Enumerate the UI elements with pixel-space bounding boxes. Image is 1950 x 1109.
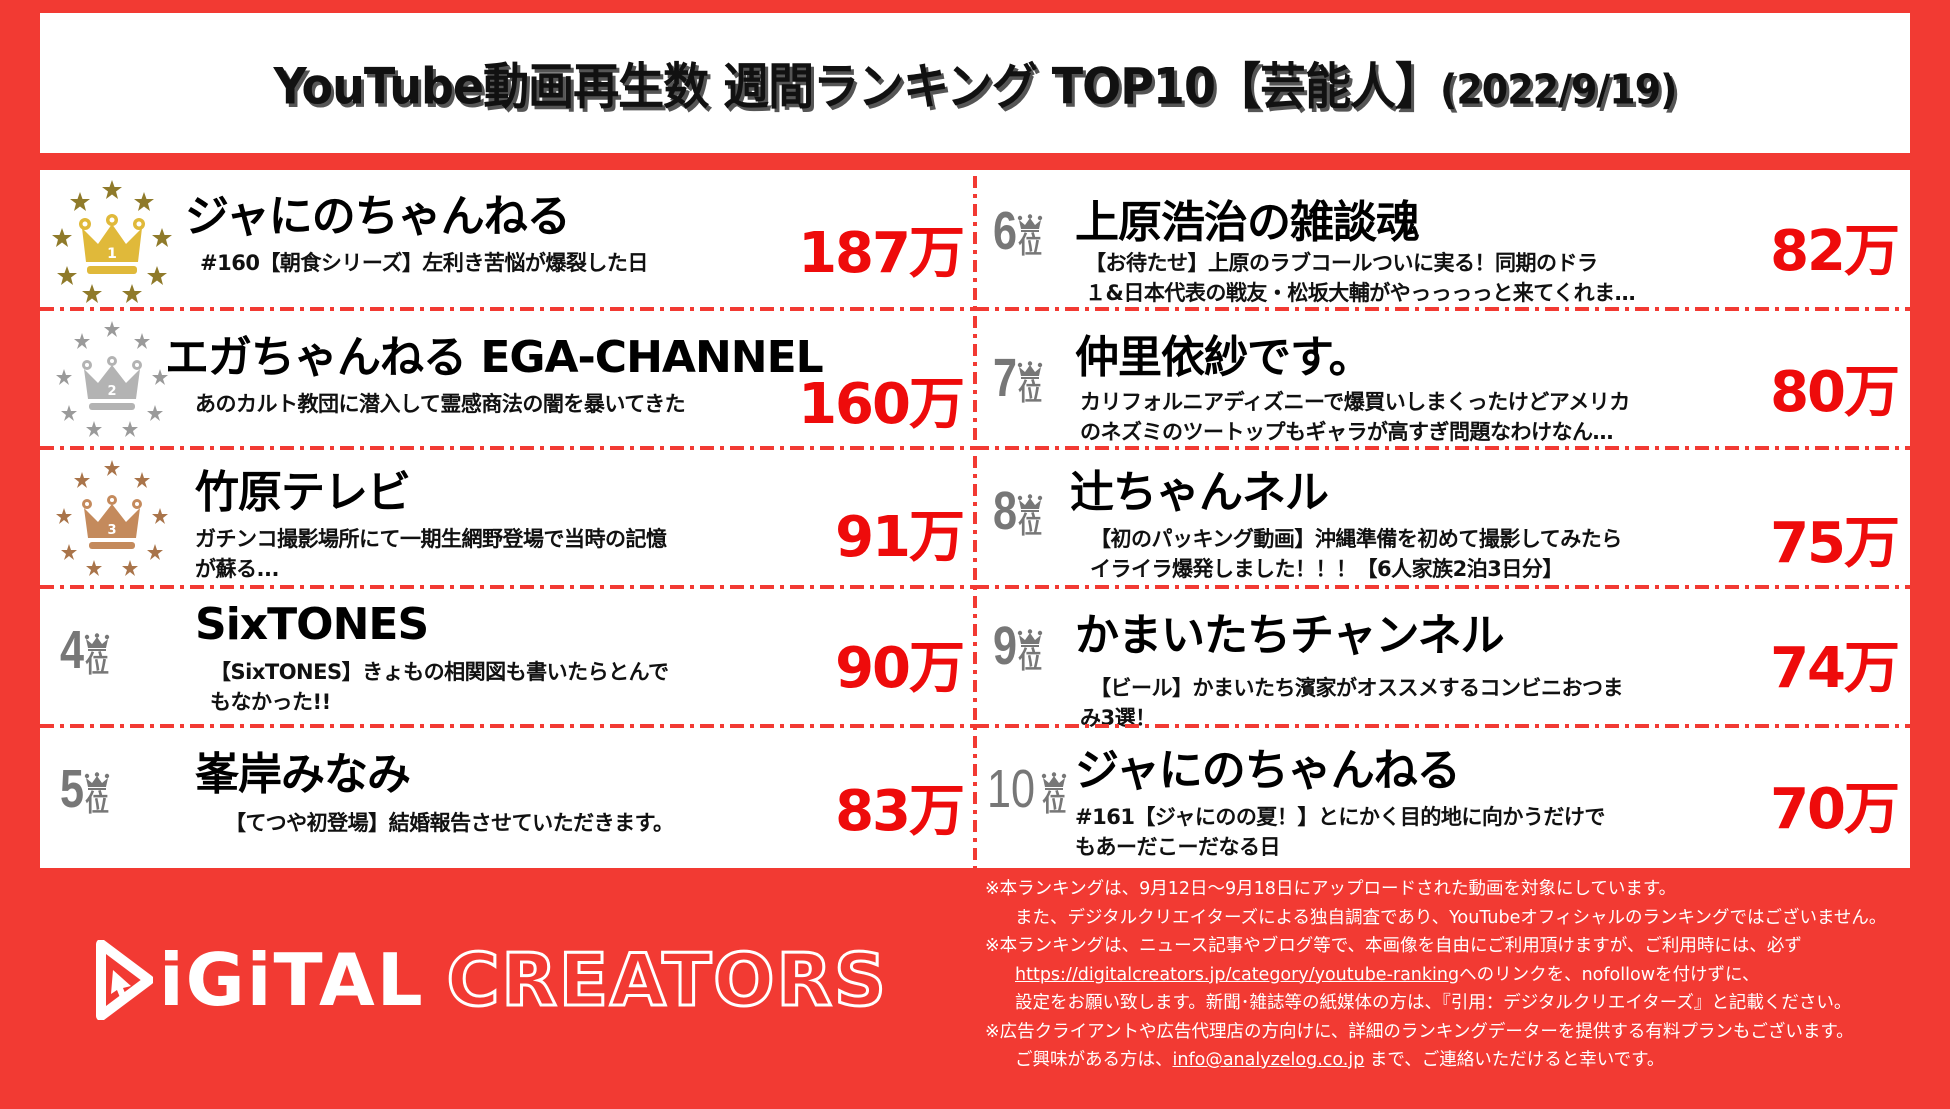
channel-name: 仲里依紗です。 (1075, 332, 1373, 383)
ranking-column-left: 1 ジャにのちゃんねる #160【朝食シリーズ】左利き苦悩が爆裂した日 187万 (40, 170, 975, 868)
video-title: 【SixTONES】きょもの相関図も書いたらとんで もなかった!! (210, 660, 669, 714)
row-divider (40, 585, 975, 589)
digital-creators-logo: iGiTAL CREATORS (95, 935, 888, 1025)
crown-icon (84, 772, 110, 790)
video-title: 【てつや初登場】結婚報告させていただきます。 (225, 811, 674, 835)
ranking-row-1: 1 ジャにのちゃんねる #160【朝食シリーズ】左利き苦悩が爆裂した日 187万 (40, 170, 975, 311)
row-divider (975, 585, 1910, 589)
channel-name: ジャにのちゃんねる (185, 191, 571, 242)
svg-text:1: 1 (107, 246, 117, 262)
channel-name: かまいたちチャンネル (1075, 610, 1505, 661)
rank-label-4: 4 位 (60, 620, 110, 680)
channel-name: 竹原テレビ (195, 467, 411, 518)
rank-badge-1: 1 (40, 170, 180, 309)
page-title: YouTube動画再生数 週間ランキング TOP10【芸能人】(2022/9/1… (273, 47, 1678, 118)
note-line: ※広告クライアントや広告代理店の方向けに、詳細のランキングデーターを提供する有料… (985, 1021, 1854, 1042)
rank-badge-3: 3 (40, 448, 180, 587)
crown-icon (1017, 629, 1043, 647)
bronze-crown-icon: 3 (56, 460, 168, 576)
view-count: 160万 (798, 372, 965, 437)
gold-crown-icon: 1 (52, 180, 172, 303)
contact-email-link[interactable]: info@analyzelog.co.jp (1172, 1050, 1365, 1070)
view-count: 80万 (1770, 360, 1900, 425)
rank-label-10: 10 位 (987, 759, 1067, 819)
row-divider (40, 307, 975, 311)
ranking-row-7: 7 位 仲里依紗です。 カリフォルニアディズニーで爆買いしまくったけどアメリカ … (975, 309, 1910, 450)
note-line: https://digitalcreators.jp/category/yout… (1015, 964, 1760, 985)
view-count: 82万 (1770, 219, 1900, 284)
silver-crown-icon: 2 (56, 321, 168, 437)
rank-label-6: 6 位 (993, 201, 1043, 261)
row-divider (975, 307, 1910, 311)
row-divider (40, 724, 975, 728)
video-title: あのカルト教団に潜入して霊感商法の闇を暴いてきた (195, 392, 686, 416)
crown-icon (1017, 361, 1043, 379)
rank-label-5: 5 位 (60, 759, 110, 819)
svg-text:3: 3 (107, 523, 116, 538)
title-main: YouTube動画再生数 週間ランキング TOP10【芸能人】 (273, 57, 1440, 116)
ranking-row-5: 5 位 峯岸みなみ 【てつや初登場】結婚報告させていただきます。 83万 (40, 726, 975, 865)
view-count: 74万 (1770, 636, 1900, 701)
video-title: カリフォルニアディズニーで爆買いしまくったけどアメリカ のネズミのツートップもギ… (1080, 390, 1630, 444)
ranking-row-2: 2 エガちゃんねる EGA-CHANNEL あのカルト教団に潜入して霊感商法の闇… (40, 309, 975, 450)
video-title: 【お待たせ】上原のラブコールついに実る！同期のドラ １&日本代表の戦友・松坂大輔… (1085, 251, 1636, 305)
logo-creators-text: CREATORS (445, 937, 888, 1024)
ranking-panel: 1 ジャにのちゃんねる #160【朝食シリーズ】左利き苦悩が爆裂した日 187万 (40, 170, 1910, 868)
channel-name: 上原浩治の雑談魂 (1075, 197, 1420, 248)
video-title: #161【ジャにのの夏！】とにかく目的地に向かうだけで もあーだこーだなる日 (1075, 805, 1605, 859)
note-line: ※本ランキングは、ニュース記事やブログ等で、本画像を自由にご利用頂けますが、ご利… (985, 936, 1802, 956)
rank-label-7: 7 位 (993, 348, 1043, 408)
rank-badge-2: 2 (40, 309, 180, 448)
channel-name: エガちゃんねる EGA-CHANNEL (165, 332, 824, 383)
logo-digital-text: iGiTAL (159, 938, 425, 1022)
note-line: また、デジタルクリエイターズによる独自調査であり、YouTubeオフィシャルのラ… (1015, 907, 1887, 928)
crown-icon (1041, 772, 1067, 790)
crown-icon (1017, 494, 1043, 512)
row-divider (40, 446, 975, 450)
ranking-row-3: 3 竹原テレビ ガチンコ撮影場所にて一期生網野登場で当時の記憶 が蘇る... 9… (40, 448, 975, 589)
video-title: #160【朝食シリーズ】左利き苦悩が爆裂した日 (200, 251, 648, 275)
title-date: (2022/9/19) (1439, 65, 1678, 114)
title-panel: YouTube動画再生数 週間ランキング TOP10【芸能人】(2022/9/1… (40, 13, 1910, 153)
channel-name: 峯岸みなみ (195, 749, 411, 800)
play-cursor-icon (96, 940, 153, 1020)
row-divider (975, 446, 1910, 450)
view-count: 187万 (798, 221, 965, 286)
svg-text:2: 2 (107, 384, 116, 399)
video-title: ガチンコ撮影場所にて一期生網野登場で当時の記憶 が蘇る... (195, 527, 667, 581)
channel-name: SixTONES (195, 599, 429, 650)
ranking-row-6: 6 位 上原浩治の雑談魂 【お待たせ】上原のラブコールついに実る！同期のドラ １… (975, 170, 1910, 311)
ranking-row-4: 4 位 SixTONES 【SixTONES】きょもの相関図も書いたらとんで も… (40, 587, 975, 728)
channel-name: ジャにのちゃんねる (1075, 745, 1461, 796)
ranking-url-link[interactable]: https://digitalcreators.jp/category/yout… (1015, 964, 1460, 985)
note-line: ご興味がある方は、info@analyzelog.co.jp まで、ご連絡いただ… (1015, 1050, 1665, 1070)
view-count: 83万 (835, 779, 965, 844)
channel-name: 辻ちゃんネル (1070, 467, 1329, 518)
view-count: 91万 (835, 505, 965, 570)
video-title: 【初のパッキング動画】沖縄準備を初めて撮影してみたら イライラ爆発しました！！！… (1090, 527, 1622, 581)
row-divider (975, 724, 1910, 728)
rank-label-9: 9 位 (993, 616, 1043, 676)
ranking-column-right: 6 位 上原浩治の雑談魂 【お待たせ】上原のラブコールついに実る！同期のドラ １… (975, 170, 1910, 868)
note-line: ※本ランキングは、9月12日～9月18日にアップロードされた動画を対象にしていま… (985, 879, 1677, 899)
crown-icon (84, 633, 110, 651)
crown-icon (1017, 214, 1043, 232)
rank-label-8: 8 位 (993, 481, 1043, 541)
ranking-row-10: 10 位 ジャにのちゃんねる #161【ジャにのの夏！】とにかく目的地に向かうだ… (975, 726, 1910, 865)
column-divider (973, 176, 977, 868)
view-count: 90万 (835, 636, 965, 701)
note-line: 設定をお願い致します。新聞･雑誌等の紙媒体の方は、『引用：デジタルクリエイターズ… (1015, 993, 1852, 1013)
view-count: 75万 (1770, 511, 1900, 576)
ranking-row-9: 9 位 かまいたちチャンネル 【ビール】かまいたち濱家がオススメするコンビニおつ… (975, 587, 1910, 730)
disclaimer-notes: ※本ランキングは、9月12日～9月18日にアップロードされた動画を対象にしていま… (985, 875, 1945, 1075)
view-count: 70万 (1770, 777, 1900, 842)
ranking-row-8: 8 位 辻ちゃんネル 【初のパッキング動画】沖縄準備を初めて撮影してみたら イラ… (975, 448, 1910, 589)
